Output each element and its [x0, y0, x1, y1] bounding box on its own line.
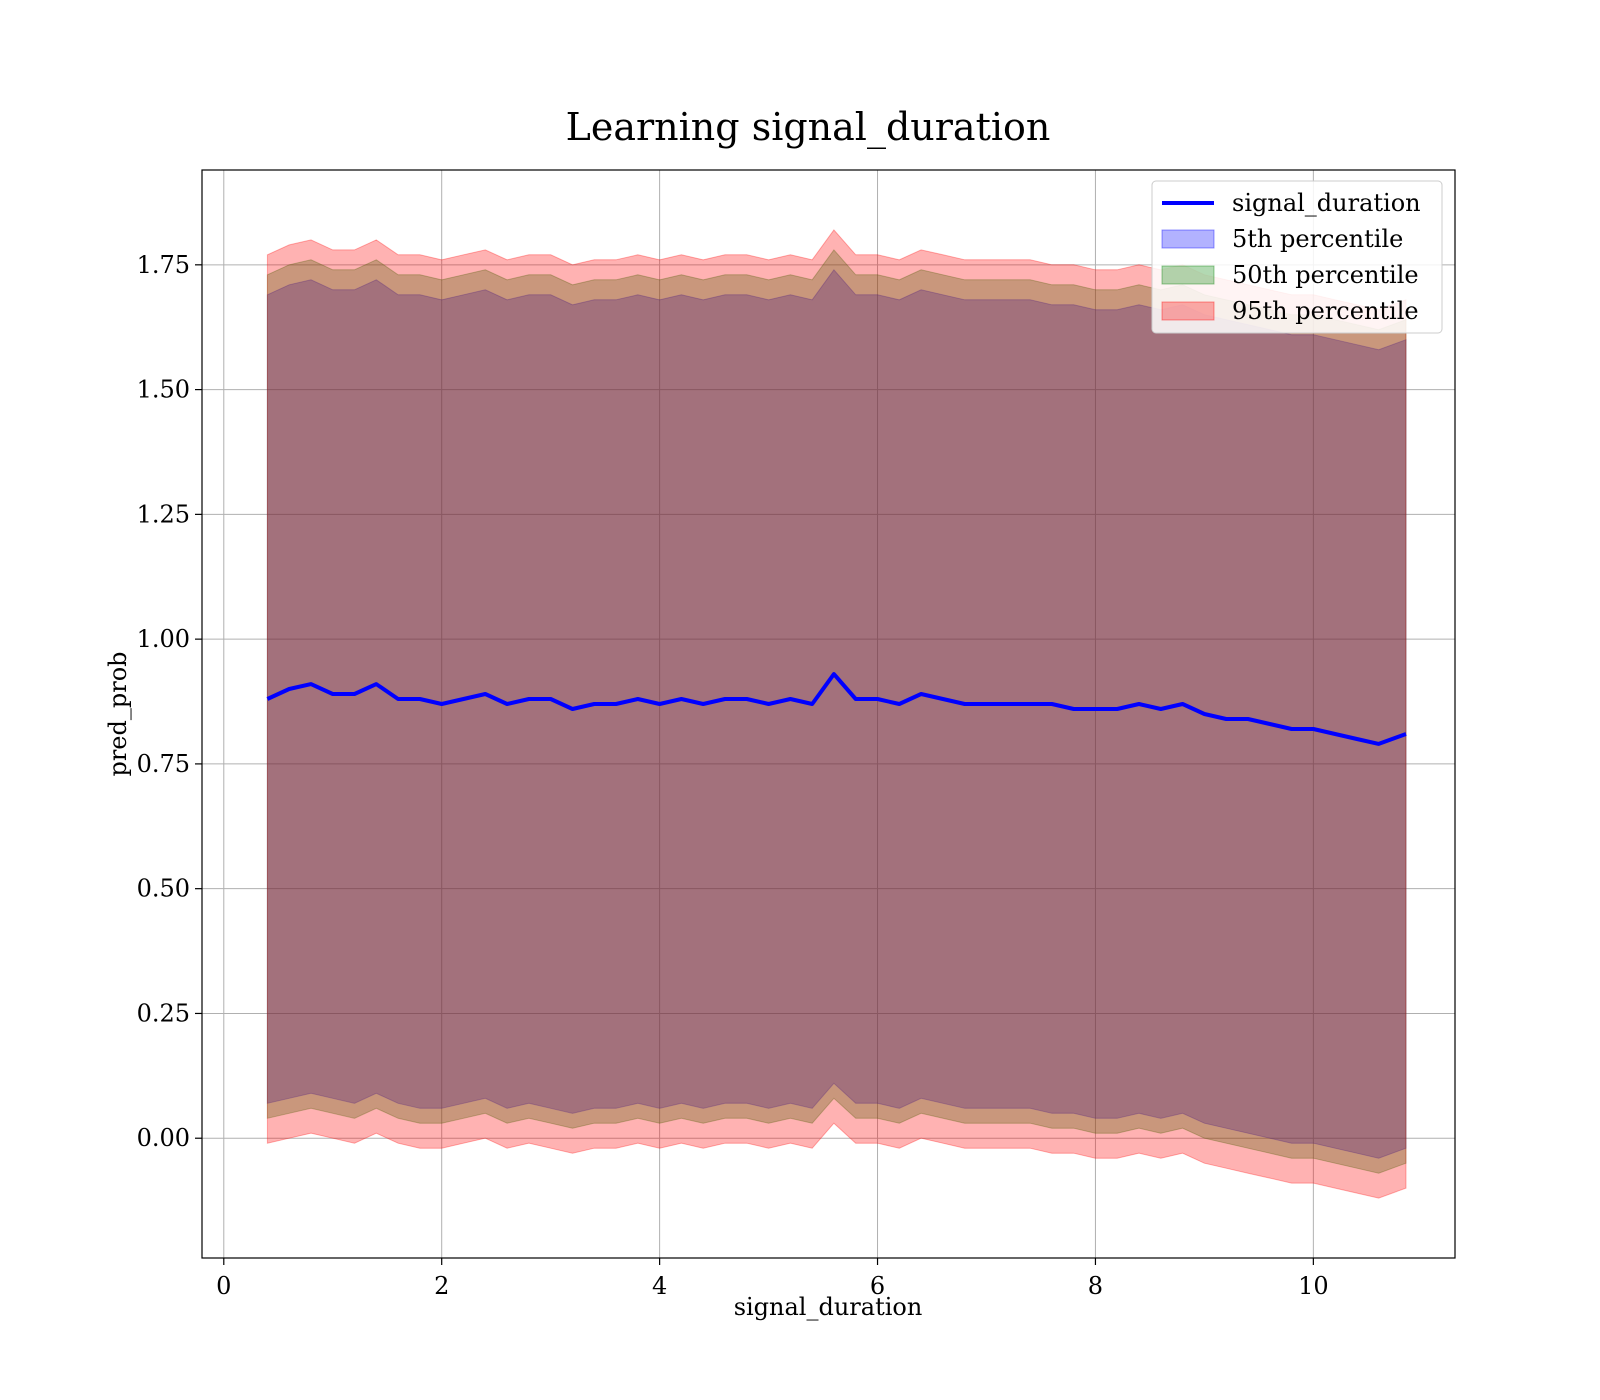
- y-tick-label: 0.50: [137, 875, 190, 903]
- legend-label: 5th percentile: [1232, 225, 1403, 253]
- grid: [202, 170, 1455, 1258]
- y-axis-ticks: 0.00 0.25 0.50 0.75 1.00 1.25 1.50 1.75: [137, 251, 202, 1152]
- chart-title: Learning signal_duration: [566, 105, 1051, 150]
- legend: signal_duration 5th percentile 50th percen…: [1151, 180, 1443, 334]
- legend-patch-marker: [1161, 265, 1215, 285]
- band-area-1: [266, 268, 1407, 1159]
- plot-frame: [201, 169, 1456, 1259]
- y-tick-label: 0.75: [137, 750, 190, 778]
- x-tick-label: 6: [870, 1272, 885, 1300]
- y-tick-label: 1.50: [137, 376, 190, 404]
- y-tick-label: 1.75: [137, 251, 190, 279]
- legend-label: 50th percentile: [1232, 261, 1419, 289]
- legend-label: 95th percentile: [1232, 297, 1419, 325]
- series-line-1: [266, 672, 1407, 746]
- legend-label: signal_duration: [1232, 189, 1421, 217]
- y-tick-label: 1.25: [137, 500, 190, 528]
- band-area-3: [266, 229, 1407, 1199]
- legend-patch-marker: [1161, 229, 1215, 249]
- y-tick-label: 0.25: [137, 999, 190, 1027]
- x-tick-label: 0: [216, 1272, 231, 1300]
- percentile-bands: [266, 229, 1407, 1199]
- y-axis-label: pred_prob: [104, 651, 132, 776]
- series-lines: [266, 672, 1407, 746]
- y-tick-label: 1.00: [137, 625, 190, 653]
- x-tick-label: 2: [434, 1272, 449, 1300]
- x-tick-label: 4: [652, 1272, 667, 1300]
- legend-patch-marker: [1161, 301, 1215, 321]
- x-tick-label: 8: [1088, 1272, 1103, 1300]
- x-axis-ticks: 0 2 4 6 8 10: [216, 1258, 1329, 1300]
- x-tick-label: 10: [1298, 1272, 1329, 1300]
- y-tick-label: 0.00: [137, 1124, 190, 1152]
- band-area-2: [266, 249, 1407, 1174]
- legend-box: [1151, 180, 1443, 334]
- x-axis-label: signal_duration: [734, 1293, 923, 1321]
